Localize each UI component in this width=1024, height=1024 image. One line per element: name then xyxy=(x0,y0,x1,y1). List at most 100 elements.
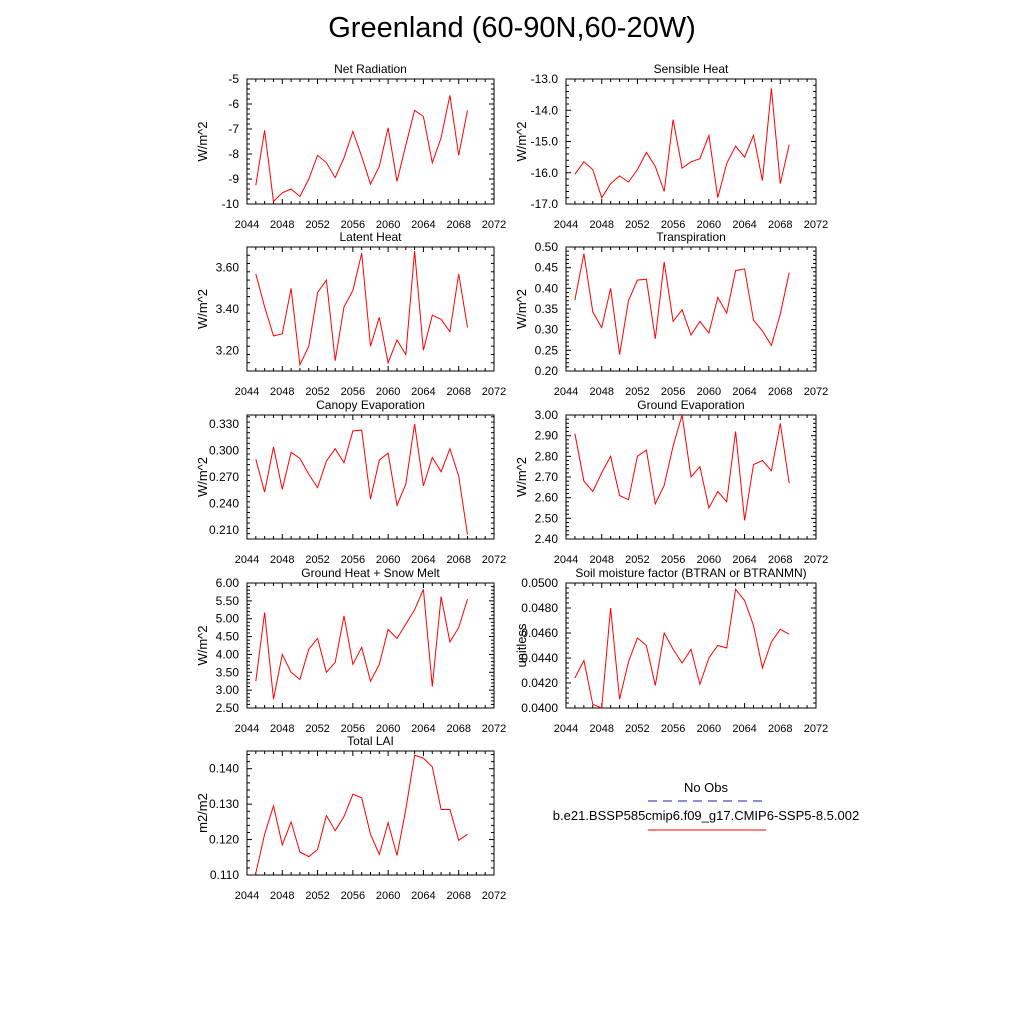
y-axis-label: W/m^2 xyxy=(514,457,529,497)
x-tick-label: 2048 xyxy=(270,890,294,902)
x-tick-label: 2056 xyxy=(661,219,685,231)
y-tick-label: -8 xyxy=(228,147,239,161)
y-tick-label: -13.0 xyxy=(531,72,559,86)
x-tick-label: 2064 xyxy=(411,554,435,566)
panel-title: Canopy Evaporation xyxy=(316,398,425,412)
panel-title: Soil moisture factor (BTRAN or BTRANMN) xyxy=(575,566,806,580)
x-tick-label: 2068 xyxy=(446,723,470,735)
x-tick-label: 2068 xyxy=(446,554,470,566)
y-tick-label: 4.00 xyxy=(216,647,240,661)
y-tick-label: 0.45 xyxy=(535,261,559,275)
y-tick-label: 2.60 xyxy=(535,491,559,505)
x-tick-label: 2044 xyxy=(235,386,259,398)
x-tick-label: 2064 xyxy=(732,386,756,398)
y-tick-label: 3.00 xyxy=(216,683,240,697)
x-tick-label: 2064 xyxy=(411,386,435,398)
x-tick-label: 2068 xyxy=(768,554,792,566)
page-title: Greenland (60-90N,60-20W) xyxy=(328,12,696,44)
x-tick-label: 2048 xyxy=(270,554,294,566)
x-tick-label: 2060 xyxy=(697,723,721,735)
y-tick-label: -14.0 xyxy=(531,103,559,117)
y-tick-label: 3.60 xyxy=(216,261,240,275)
x-tick-label: 2052 xyxy=(625,554,649,566)
plot-frame xyxy=(246,246,495,372)
x-tick-label: 2056 xyxy=(341,890,365,902)
y-axis-label: W/m^2 xyxy=(195,121,210,161)
y-axis-label: W/m^2 xyxy=(514,289,529,329)
chart-panel-4: Transpiration W/m^2 2044 2048 2052 2056 2060 20… xyxy=(514,230,828,398)
y-tick-label: 0.0400 xyxy=(521,701,558,715)
x-tick-label: 2056 xyxy=(661,723,685,735)
y-tick-label: -9 xyxy=(228,172,239,186)
panel-title: Ground Evaporation xyxy=(637,398,744,412)
x-tick-label: 2072 xyxy=(482,890,506,902)
chart-panel-9: Total LAI m2/m2 2044 2048 2052 2056 2060 2064 20… xyxy=(195,734,506,902)
y-tick-label: -5 xyxy=(228,72,239,86)
x-tick-label: 2072 xyxy=(804,219,828,231)
y-tick-label: 0.0420 xyxy=(521,676,558,690)
x-tick-label: 2052 xyxy=(625,386,649,398)
x-tick-label: 2068 xyxy=(768,219,792,231)
x-tick-label: 2052 xyxy=(305,219,329,231)
y-tick-label: 0.270 xyxy=(209,470,239,484)
plot-frame xyxy=(246,582,495,709)
y-tick-label: 0.140 xyxy=(209,762,239,776)
y-tick-label: -17.0 xyxy=(531,197,559,211)
y-tick-label: 2.70 xyxy=(535,470,559,484)
x-tick-label: 2064 xyxy=(732,723,756,735)
chart-panel-2: Sensible Heat W/m^2 2044 2048 2052 2056 2060 20… xyxy=(514,62,828,231)
y-tick-label: 0.300 xyxy=(209,443,239,457)
x-tick-label: 2052 xyxy=(305,554,329,566)
y-tick-label: 0.110 xyxy=(210,868,239,882)
x-tick-label: 2060 xyxy=(376,723,400,735)
x-tick-label: 2056 xyxy=(661,386,685,398)
panel-title: Transpiration xyxy=(656,230,726,244)
y-tick-label: 2.50 xyxy=(535,511,559,525)
x-tick-label: 2056 xyxy=(661,554,685,566)
y-axis-label: m2/m2 xyxy=(195,793,210,833)
y-axis-label: W/m^2 xyxy=(195,457,210,497)
x-tick-label: 2044 xyxy=(554,723,578,735)
chart-panel-5: Canopy Evaporation W/m^2 2044 2048 2052 2056 2… xyxy=(195,398,506,566)
y-tick-label: 3.00 xyxy=(535,408,559,422)
y-tick-label: 3.40 xyxy=(216,302,240,316)
y-tick-label: -16.0 xyxy=(531,166,559,180)
y-axis-label: W/m^2 xyxy=(514,121,529,161)
x-tick-label: 2060 xyxy=(376,554,400,566)
x-tick-label: 2048 xyxy=(589,386,613,398)
x-tick-label: 2072 xyxy=(804,386,828,398)
y-tick-label: 5.50 xyxy=(216,594,240,608)
x-tick-label: 2060 xyxy=(697,219,721,231)
x-tick-label: 2052 xyxy=(305,386,329,398)
y-tick-label: 0.120 xyxy=(209,833,239,847)
x-tick-label: 2072 xyxy=(482,219,506,231)
series-line xyxy=(255,95,468,203)
x-tick-label: 2056 xyxy=(341,554,365,566)
x-tick-label: 2064 xyxy=(732,554,756,566)
y-tick-label: 0.330 xyxy=(209,417,239,431)
x-tick-label: 2052 xyxy=(305,723,329,735)
panel-title: Ground Heat + Snow Melt xyxy=(301,566,440,580)
x-tick-label: 2048 xyxy=(589,723,613,735)
x-tick-label: 2048 xyxy=(270,723,294,735)
x-tick-label: 2068 xyxy=(768,386,792,398)
y-tick-label: 0.25 xyxy=(535,343,559,357)
series-line xyxy=(255,754,468,874)
panel-title: Net Radiation xyxy=(334,62,407,76)
y-tick-label: 4.50 xyxy=(216,630,240,644)
panel-title: Sensible Heat xyxy=(654,62,729,76)
y-axis-label: W/m^2 xyxy=(195,289,210,329)
y-tick-label: 0.35 xyxy=(535,302,559,316)
plot-frame xyxy=(246,414,495,540)
x-tick-label: 2060 xyxy=(697,554,721,566)
chart-panel-3: Latent Heat W/m^2 2044 2048 2052 2056 2060 2064… xyxy=(195,230,506,398)
x-tick-label: 2044 xyxy=(235,219,259,231)
y-tick-label: -10 xyxy=(222,197,240,211)
y-tick-label: 0.0480 xyxy=(521,601,558,615)
chart-panel-8: Soil moisture factor (BTRAN or BTRANMN) u… xyxy=(514,566,828,735)
x-tick-label: 2064 xyxy=(411,723,435,735)
y-tick-label: 2.40 xyxy=(535,532,559,546)
plot-frame xyxy=(246,750,495,876)
x-tick-label: 2056 xyxy=(341,219,365,231)
